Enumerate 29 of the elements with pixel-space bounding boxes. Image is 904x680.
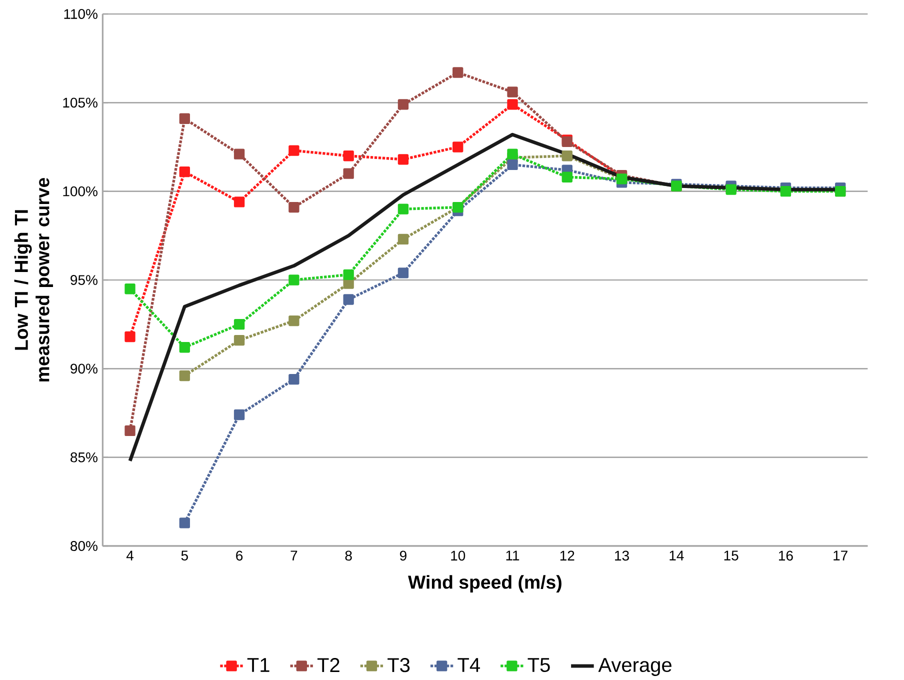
x-tick-label: 4 (126, 550, 134, 560)
y-tick-label: 100% (63, 186, 98, 196)
x-tick-label: 11 (506, 550, 520, 560)
legend-label: T2 (317, 658, 340, 672)
y-tick-label: 105% (63, 98, 98, 108)
legend-label: Average (598, 658, 672, 676)
y-axis-title: Low TI / High TI measured power curve (14, 178, 54, 382)
x-tick-label: 7 (290, 550, 298, 560)
x-tick-label: 6 (236, 550, 243, 561)
x-tick-label: 16 (778, 550, 793, 561)
y-tick-label: 85% (70, 452, 98, 462)
legend-label: T5 (528, 658, 550, 672)
y-tick-label: 95% (70, 275, 98, 285)
x-tick-label: 12 (560, 550, 574, 560)
legend-label: T3 (388, 658, 410, 672)
legend-label: T4 (458, 658, 480, 672)
y-tick-label: 90% (70, 364, 98, 374)
y-tick-label: 80% (70, 541, 98, 551)
x-tick-label: 9 (400, 550, 406, 561)
x-axis-title: Wind speed (m/s) (408, 575, 562, 592)
x-tick-label: 17 (834, 550, 848, 560)
x-tick-label: 5 (181, 550, 188, 560)
x-tick-label: 13 (615, 550, 629, 561)
x-tick-label: 15 (724, 550, 738, 560)
x-tick-label: 8 (345, 550, 352, 561)
x-tick-label: 14 (670, 550, 684, 560)
x-tick-label: 10 (451, 550, 466, 561)
y-tick-label: 110% (64, 9, 98, 19)
legend-label: T1 (247, 658, 270, 672)
